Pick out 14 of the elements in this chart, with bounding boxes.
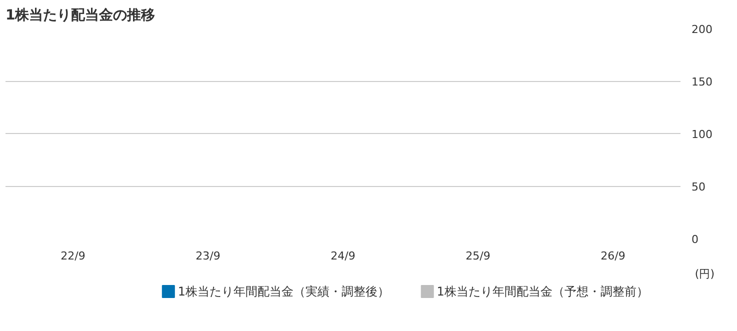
legend-label: 1株当たり年間配当金（実績・調整後） [178,284,390,298]
y-tick-label: 150 [692,76,712,88]
y-tick-label: 100 [692,128,712,141]
y-tick-label: 50 [692,180,706,194]
x-tick-label: 26/9 [600,250,626,262]
chart-title: 1株当たり配当金の推移 [6,8,156,24]
x-tick-label: 25/9 [466,250,490,262]
y-axis-title: (円) [694,268,715,280]
x-tick-label: 24/9 [330,250,356,262]
legend-label: 1株当たり年間配当金（予想・調整前） [436,284,648,298]
x-tick-label: 22/9 [60,250,86,262]
y-tick-label: 200 [692,23,712,36]
x-tick-label: 23/9 [196,250,220,262]
y-tick-label: 0 [692,233,698,246]
